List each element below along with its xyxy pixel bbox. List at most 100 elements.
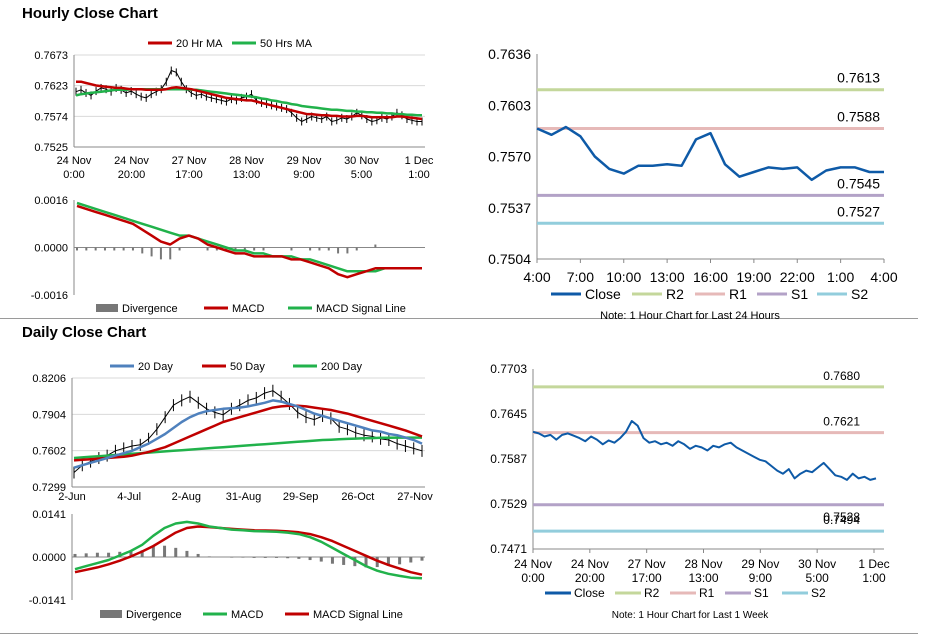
hourly-price-ytick: 0.7623 [34, 81, 68, 93]
hourly-price-xtick: 17:00 [175, 169, 203, 181]
hourly-close-xtick: 13:00 [650, 269, 685, 285]
hourly-close-ytick: 0.7603 [488, 97, 531, 113]
hourly-legend-signal: MACD Signal Line [316, 303, 406, 315]
daily-macd-ytick: 0.0000 [32, 552, 66, 564]
hourly-macd-signal-line [76, 201, 422, 273]
hourly-close-xtick: 16:00 [693, 269, 728, 285]
weekly-close-ytick: 0.7645 [490, 407, 527, 421]
hourly-close-xtick: 19:00 [736, 269, 771, 285]
weekly-level-s1-label: 0.7528 [823, 510, 860, 524]
weekly-close-legend-r2: R2 [644, 586, 660, 600]
hourly-legend-ma50: 50 Hrs MA [260, 38, 313, 50]
hourly-close-note: Note: 1 Hour Chart for Last 24 Hours [600, 310, 780, 322]
hourly-section-title: Hourly Close Chart [22, 5, 158, 22]
hourly-close-legend-close: Close [585, 286, 621, 302]
daily-price-xtick: 29-Sep [283, 491, 318, 503]
weekly-close-xtick: 13:00 [688, 571, 718, 585]
daily-price-xtick: 2-Jun [58, 491, 86, 503]
weekly-close-xtick: 20:00 [575, 571, 605, 585]
hourly-price-xtick: 1:00 [408, 169, 429, 181]
weekly-close-legend-r1: R1 [699, 586, 715, 600]
hourly-legend-macd: MACD [232, 303, 264, 315]
hourly-price-xtick: 5:00 [351, 169, 372, 181]
hourly-close-xtick: 4:00 [870, 269, 897, 285]
weekly-close-ytick: 0.7703 [490, 362, 527, 376]
daily-price-line [73, 390, 423, 473]
daily-price-xtick: 31-Aug [226, 491, 261, 503]
hourly-price-ytick: 0.7673 [34, 50, 68, 62]
weekly-close-ytick: 0.7471 [490, 542, 527, 556]
weekly-close-xtick: 9:00 [749, 571, 773, 585]
daily-price-ytick: 0.7904 [32, 409, 66, 421]
hourly-price-xtick: 9:00 [293, 169, 314, 181]
hourly-price-xtick: 20:00 [118, 169, 146, 181]
weekly-close-ytick: 0.7529 [490, 497, 527, 511]
daily-legend-divergence: Divergence [126, 609, 182, 621]
hourly-macd-ytick: 0.0016 [34, 195, 68, 207]
hourly-price-xtick: 1 Dec [405, 155, 434, 167]
weekly-close-xtick: 17:00 [632, 571, 662, 585]
daily-ma50-line [73, 404, 423, 462]
daily-price-ytick: 0.8206 [32, 373, 66, 385]
daily-legend-ma200: 200 Day [321, 361, 362, 373]
weekly-close-ytick: 0.7587 [490, 452, 527, 466]
hourly-close-xtick: 10:00 [606, 269, 641, 285]
hourly-price-xtick: 24 Nov [114, 155, 149, 167]
daily-section-title: Daily Close Chart [22, 324, 147, 341]
hourly-legend-divergence-swatch [96, 304, 118, 312]
weekly-close-xtick: 30 Nov [798, 557, 836, 571]
daily-price-xtick: 26-Oct [341, 491, 374, 503]
daily-ma200-line [73, 436, 422, 460]
hourly-ma20-line [76, 80, 423, 121]
hourly-legend-divergence: Divergence [122, 303, 178, 315]
daily-legend-ma50: 50 Day [230, 361, 265, 373]
hourly-legend-ma20: 20 Hr MA [176, 38, 223, 50]
weekly-close-xtick: 24 Nov [571, 557, 609, 571]
hourly-close-legend-s2: S2 [851, 286, 868, 302]
weekly-close-xtick: 27 Nov [628, 557, 666, 571]
weekly-close-xtick: 5:00 [805, 571, 829, 585]
hourly-level-r1-label: 0.7588 [837, 109, 880, 125]
weekly-level-r2-label: 0.7680 [823, 369, 860, 383]
hourly-close-ytick: 0.7570 [488, 149, 531, 165]
weekly-close-xtick: 28 Nov [684, 557, 722, 571]
hourly-price-xtick: 28 Nov [229, 155, 264, 167]
hourly-close-ytick: 0.7636 [488, 46, 531, 62]
hourly-price-ytick: 0.7525 [34, 142, 68, 154]
hourly-price-ytick: 0.7574 [34, 111, 68, 123]
hourly-close-ytick: 0.7537 [488, 200, 531, 216]
daily-price-ytick: 0.7602 [32, 446, 66, 458]
hourly-macd-ytick: -0.0016 [31, 290, 68, 302]
bottom-divider [0, 633, 918, 634]
weekly-close-legend-close: Close [574, 586, 605, 600]
hourly-close-line [536, 125, 884, 182]
weekly-close-xtick: 0:00 [521, 571, 545, 585]
weekly-close-xtick: 29 Nov [741, 557, 779, 571]
hourly-price-xtick: 29 Nov [287, 155, 322, 167]
weekly-close-xtick: 24 Nov [514, 557, 552, 571]
hourly-price-xtick: 0:00 [63, 169, 84, 181]
weekly-close-legend-s1: S1 [754, 586, 769, 600]
hourly-price-xtick: 24 Nov [57, 155, 92, 167]
weekly-close-xtick: 1:00 [862, 571, 886, 585]
hourly-macd-ytick: 0.0000 [34, 243, 68, 255]
hourly-price-xtick: 13:00 [233, 169, 261, 181]
hourly-price-xtick: 30 Nov [344, 155, 379, 167]
hourly-close-legend-r1: R1 [729, 286, 747, 302]
hourly-macd-line [76, 204, 422, 279]
daily-macd-ytick: 0.0141 [32, 509, 66, 521]
daily-price-xtick: 2-Aug [172, 491, 201, 503]
weekly-level-r1-label: 0.7621 [823, 415, 860, 429]
hourly-close-xtick: 7:00 [567, 269, 594, 285]
hourly-close-ytick: 0.7504 [488, 251, 531, 267]
hourly-level-r2-label: 0.7613 [837, 70, 880, 86]
hourly-level-s2-label: 0.7527 [837, 203, 880, 219]
hourly-close-xtick: 1:00 [827, 269, 854, 285]
daily-legend-signal: MACD Signal Line [313, 609, 403, 621]
daily-ma20-line [73, 399, 423, 469]
daily-legend-ma20: 20 Day [138, 361, 173, 373]
daily-price-xtick: 27-Nov [397, 491, 433, 503]
hourly-level-s1-label: 0.7545 [837, 175, 880, 191]
daily-legend-macd: MACD [231, 609, 263, 621]
daily-price-ytick: 0.7299 [32, 482, 66, 494]
